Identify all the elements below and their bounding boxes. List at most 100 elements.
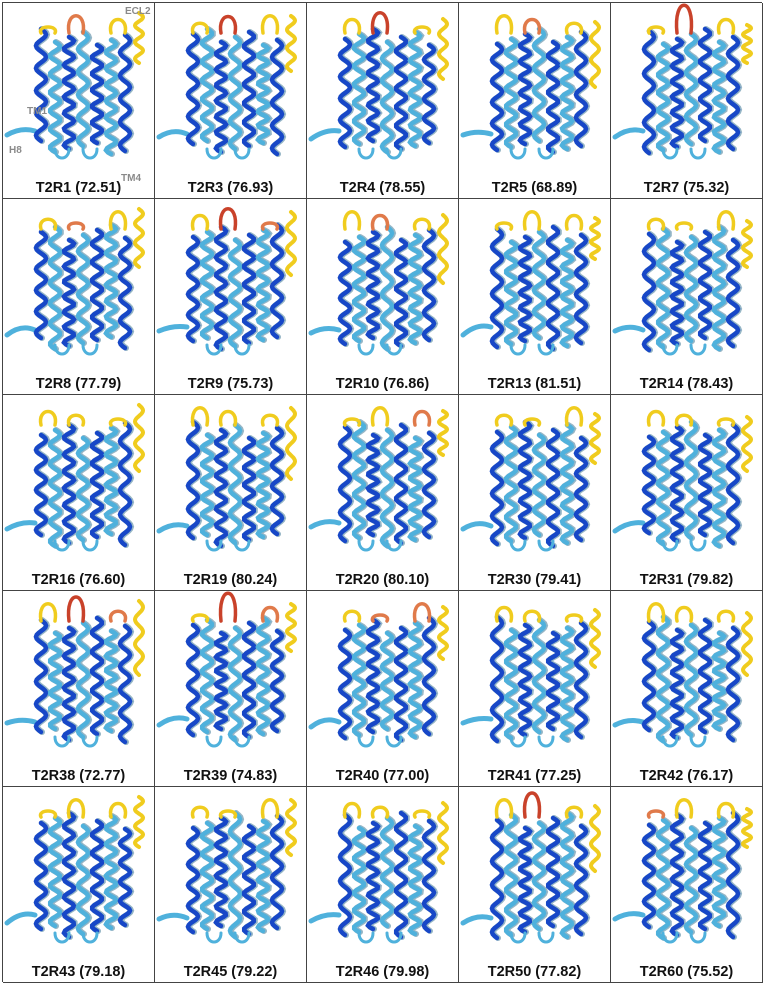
transmembrane-helix — [711, 39, 727, 155]
extracellular-loop — [412, 809, 432, 819]
transmembrane-helix — [33, 229, 49, 341]
transmembrane-helix — [407, 435, 423, 543]
transmembrane-helix — [255, 42, 271, 146]
transmembrane-helix — [213, 224, 229, 352]
panel-label: T2R13 (81.51) — [487, 376, 582, 392]
intracellular-loop — [205, 735, 223, 748]
structure-panel: T2R10 (76.86) — [307, 199, 459, 395]
extracellular-loop — [38, 409, 58, 427]
transmembrane-helix — [269, 425, 285, 537]
transmembrane-helix — [407, 620, 423, 740]
extracellular-loop — [412, 217, 432, 231]
intracellular-loop — [53, 147, 71, 160]
transmembrane-helix — [365, 26, 381, 144]
transmembrane-helix — [421, 227, 437, 343]
transmembrane-helix — [213, 630, 229, 732]
h8-helix — [612, 127, 646, 140]
extracellular-loop — [190, 406, 210, 427]
extracellular-loop — [370, 613, 390, 623]
panel-label: T2R43 (79.18) — [31, 964, 126, 980]
low-confidence-segment — [284, 406, 298, 481]
extracellular-loop — [38, 809, 58, 819]
h8-helix — [612, 718, 646, 728]
transmembrane-helix — [103, 37, 119, 157]
transmembrane-helix — [337, 627, 353, 741]
panel-label: T2R45 (79.22) — [183, 964, 278, 980]
extracellular-loop — [108, 801, 128, 819]
extracellular-loop — [646, 25, 666, 35]
transmembrane-helix — [47, 815, 63, 929]
structure-panel: T2R7 (75.32) — [611, 3, 763, 199]
extracellular-loop — [674, 221, 694, 231]
extracellular-loop — [66, 221, 86, 231]
extracellular-loop — [66, 14, 86, 35]
transmembrane-helix — [489, 429, 505, 547]
h8-helix — [4, 717, 38, 726]
transmembrane-helix — [255, 818, 271, 934]
protein-cartoon-image — [612, 602, 754, 748]
panel-label: T2R7 (75.32) — [643, 180, 730, 196]
intracellular-loop — [357, 343, 375, 356]
transmembrane-helix — [75, 232, 91, 346]
transmembrane-helix — [503, 424, 519, 544]
transmembrane-helix — [255, 227, 271, 343]
low-confidence-segment — [588, 20, 602, 89]
extracellular-loop — [522, 17, 542, 35]
transmembrane-helix — [61, 422, 77, 546]
extracellular-loop — [342, 17, 362, 35]
h8-helix — [308, 326, 342, 336]
structure-panel: T2R20 (80.10) — [307, 395, 459, 591]
extracellular-loop — [412, 25, 432, 35]
h8-helix — [612, 324, 646, 334]
structure-panel: T2R60 (75.52) — [611, 787, 763, 983]
transmembrane-helix — [421, 818, 437, 934]
extracellular-loop — [370, 406, 390, 427]
protein-cartoon-image — [612, 798, 754, 944]
transmembrane-helix — [503, 812, 519, 938]
h8-helix — [4, 127, 38, 138]
protein-cartoon-image — [156, 207, 298, 356]
intracellular-loop — [81, 735, 99, 748]
transmembrane-helix — [365, 617, 381, 735]
structure-panel: T2R45 (79.22) — [155, 787, 307, 983]
transmembrane-helix — [573, 620, 589, 740]
protein-cartoon-image — [460, 14, 602, 160]
panel-label: T2R14 (78.43) — [639, 376, 734, 392]
transmembrane-helix — [655, 226, 671, 350]
intracellular-loop — [661, 735, 679, 748]
structure-panel: T2R3 (76.93) — [155, 3, 307, 199]
h8-helix — [4, 520, 38, 532]
intracellular-loop — [509, 735, 527, 748]
extracellular-loop — [564, 21, 584, 35]
transmembrane-helix — [255, 615, 271, 737]
panel-label: T2R38 (72.77) — [31, 768, 126, 784]
panel-label: T2R46 (79.98) — [335, 964, 430, 980]
low-confidence-segment — [740, 807, 754, 849]
transmembrane-helix — [725, 34, 741, 152]
transmembrane-helix — [489, 226, 505, 350]
extracellular-loop — [716, 609, 736, 623]
transmembrane-helix — [393, 237, 409, 349]
transmembrane-helix — [241, 29, 257, 149]
protein-cartoon-image — [308, 210, 450, 356]
transmembrane-helix — [517, 234, 533, 344]
intracellular-loop — [357, 147, 375, 160]
h8-helix — [156, 912, 190, 922]
extracellular-loop — [38, 25, 58, 35]
transmembrane-helix — [517, 622, 533, 738]
intracellular-loop — [205, 343, 223, 356]
low-confidence-segment — [284, 14, 298, 73]
intracellular-loop — [81, 539, 99, 552]
extracellular-loop — [564, 805, 584, 819]
intracellular-loop — [661, 539, 679, 552]
panel-label: T2R16 (76.60) — [31, 572, 126, 588]
transmembrane-helix — [365, 432, 381, 538]
transmembrane-helix — [241, 232, 257, 346]
protein-cartoon-image — [308, 801, 450, 944]
structure-panel: T2R9 (75.73) — [155, 199, 307, 395]
transmembrane-helix — [365, 229, 381, 341]
panel-label: T2R3 (76.93) — [187, 180, 274, 196]
low-confidence-segment — [436, 17, 450, 81]
transmembrane-helix — [75, 823, 91, 937]
transmembrane-helix — [337, 812, 353, 938]
